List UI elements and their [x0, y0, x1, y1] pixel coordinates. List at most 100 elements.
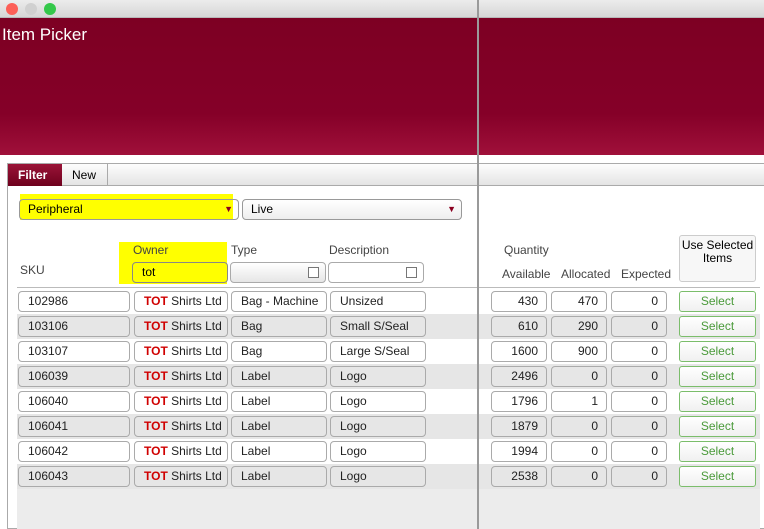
description-cell[interactable]: Logo — [330, 466, 426, 487]
owner-cell[interactable]: TOT Shirts Ltd — [134, 341, 228, 362]
type-search-input[interactable] — [230, 262, 326, 283]
highlight — [20, 194, 233, 220]
table-row: 102986 TOT Shirts Ltd Bag - Machine Unsi… — [17, 289, 760, 314]
allocated-cell[interactable]: 0 — [551, 441, 607, 462]
allocated-cell[interactable]: 0 — [551, 466, 607, 487]
use-selected-items-button[interactable]: Use Selected Items — [679, 235, 756, 282]
description-header: Description — [329, 243, 390, 257]
owner-prefix: TOT — [144, 319, 168, 333]
description-search-input[interactable] — [328, 262, 424, 283]
status-select[interactable]: Live ▼ — [242, 199, 462, 220]
type-cell[interactable]: Label — [231, 416, 327, 437]
expected-cell[interactable]: 0 — [611, 416, 667, 437]
description-cell[interactable]: Logo — [330, 366, 426, 387]
sku-cell[interactable]: 103107 — [18, 341, 130, 362]
table-row: 106039 TOT Shirts Ltd Label Logo 2496 0 … — [17, 364, 760, 389]
window-divider — [477, 0, 479, 529]
sku-cell[interactable]: 106041 — [18, 416, 130, 437]
owner-name: Shirts Ltd — [171, 469, 222, 483]
owner-cell[interactable]: TOT Shirts Ltd — [134, 441, 228, 462]
description-cell[interactable]: Small S/Seal — [330, 316, 426, 337]
owner-search-input[interactable]: tot — [132, 262, 228, 283]
zoom-button[interactable] — [44, 3, 56, 15]
category-value: Peripheral — [28, 202, 83, 216]
owner-cell[interactable]: TOT Shirts Ltd — [134, 291, 228, 312]
available-cell[interactable]: 1994 — [491, 441, 547, 462]
available-cell[interactable]: 2538 — [491, 466, 547, 487]
allocated-cell[interactable]: 900 — [551, 341, 607, 362]
select-button[interactable]: Select — [679, 441, 756, 462]
expected-cell[interactable]: 0 — [611, 316, 667, 337]
allocated-cell[interactable]: 0 — [551, 366, 607, 387]
sku-cell[interactable]: 102986 — [18, 291, 130, 312]
description-cell[interactable]: Logo — [330, 416, 426, 437]
allocated-cell[interactable]: 470 — [551, 291, 607, 312]
description-cell[interactable]: Unsized — [330, 291, 426, 312]
select-button[interactable]: Select — [679, 416, 756, 437]
owner-name: Shirts Ltd — [171, 419, 222, 433]
owner-prefix: TOT — [144, 444, 168, 458]
owner-cell[interactable]: TOT Shirts Ltd — [134, 466, 228, 487]
type-cell[interactable]: Bag — [231, 316, 327, 337]
available-cell[interactable]: 2496 — [491, 366, 547, 387]
close-button[interactable] — [6, 3, 18, 15]
sku-cell[interactable]: 106039 — [18, 366, 130, 387]
select-button[interactable]: Select — [679, 341, 756, 362]
window-titlebar — [0, 0, 764, 18]
available-cell[interactable]: 430 — [491, 291, 547, 312]
select-button[interactable]: Select — [679, 316, 756, 337]
table-row: 106043 TOT Shirts Ltd Label Logo 2538 0 … — [17, 464, 760, 489]
tab-filter[interactable]: Filter — [8, 164, 62, 186]
sku-header: SKU — [20, 263, 45, 277]
available-cell[interactable]: 1879 — [491, 416, 547, 437]
owner-cell[interactable]: TOT Shirts Ltd — [134, 416, 228, 437]
select-button[interactable]: Select — [679, 366, 756, 387]
type-cell[interactable]: Bag — [231, 341, 327, 362]
status-value: Live — [251, 202, 274, 216]
checkbox[interactable] — [406, 267, 417, 278]
available-cell[interactable]: 1600 — [491, 341, 547, 362]
sku-cell[interactable]: 106043 — [18, 466, 130, 487]
owner-prefix: TOT — [144, 469, 168, 483]
owner-name: Shirts Ltd — [171, 344, 222, 358]
expected-cell[interactable]: 0 — [611, 391, 667, 412]
sku-cell[interactable]: 106042 — [18, 441, 130, 462]
owner-name: Shirts Ltd — [171, 319, 222, 333]
owner-cell[interactable]: TOT Shirts Ltd — [134, 366, 228, 387]
category-select[interactable]: Peripheral ▼ — [19, 199, 239, 220]
owner-prefix: TOT — [144, 419, 168, 433]
description-cell[interactable]: Large S/Seal — [330, 341, 426, 362]
type-cell[interactable]: Label — [231, 391, 327, 412]
allocated-header: Allocated — [561, 267, 611, 281]
expected-cell[interactable]: 0 — [611, 291, 667, 312]
available-cell[interactable]: 610 — [491, 316, 547, 337]
available-cell[interactable]: 1796 — [491, 391, 547, 412]
select-button[interactable]: Select — [679, 391, 756, 412]
type-cell[interactable]: Label — [231, 466, 327, 487]
table-row: 106042 TOT Shirts Ltd Label Logo 1994 0 … — [17, 439, 760, 464]
select-button[interactable]: Select — [679, 466, 756, 487]
owner-cell[interactable]: TOT Shirts Ltd — [134, 391, 228, 412]
select-button[interactable]: Select — [679, 291, 756, 312]
allocated-cell[interactable]: 290 — [551, 316, 607, 337]
sku-cell[interactable]: 106040 — [18, 391, 130, 412]
sku-cell[interactable]: 103106 — [18, 316, 130, 337]
expected-cell[interactable]: 0 — [611, 441, 667, 462]
allocated-cell[interactable]: 0 — [551, 416, 607, 437]
type-cell[interactable]: Label — [231, 366, 327, 387]
tab-new[interactable]: New — [62, 164, 108, 186]
type-cell[interactable]: Label — [231, 441, 327, 462]
description-cell[interactable]: Logo — [330, 391, 426, 412]
expected-cell[interactable]: 0 — [611, 366, 667, 387]
checkbox[interactable] — [308, 267, 319, 278]
dropdown-arrow-icon: ▼ — [224, 204, 233, 214]
description-cell[interactable]: Logo — [330, 441, 426, 462]
expected-cell[interactable]: 0 — [611, 466, 667, 487]
owner-prefix: TOT — [144, 394, 168, 408]
minimize-button[interactable] — [25, 3, 37, 15]
expected-cell[interactable]: 0 — [611, 341, 667, 362]
owner-name: Shirts Ltd — [171, 394, 222, 408]
allocated-cell[interactable]: 1 — [551, 391, 607, 412]
type-cell[interactable]: Bag - Machine — [231, 291, 327, 312]
owner-cell[interactable]: TOT Shirts Ltd — [134, 316, 228, 337]
